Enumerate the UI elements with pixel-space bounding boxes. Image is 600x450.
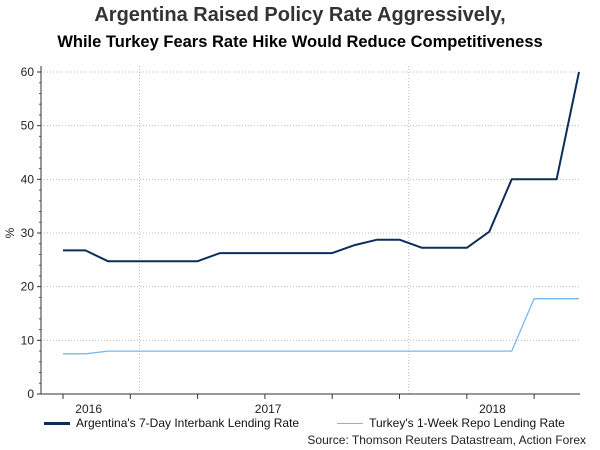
legend-swatch-argentina [44,421,70,425]
y-tick-label: 30 [21,226,35,240]
y-tick-label: 40 [21,172,35,186]
legend-label-turkey: Turkey's 1-Week Repo Lending Rate [369,416,565,430]
y-tick-label: 20 [21,280,35,294]
legend-item-argentina: Argentina's 7-Day Interbank Lending Rate [44,416,299,430]
y-axis-label: % [3,227,17,238]
x-tick-label: 2018 [479,402,506,416]
legend-item-turkey: Turkey's 1-Week Repo Lending Rate [337,416,565,430]
y-tick-label: 10 [21,333,35,347]
legend-swatch-turkey [337,422,364,424]
source-note: Source: Thomson Reuters Datastream, Acti… [307,433,586,447]
y-tick-label: 0 [27,387,34,401]
series-line-argentina [63,71,580,263]
x-tick-label: 2017 [255,402,282,416]
chart-subtitle: While Turkey Fears Rate Hike Would Reduc… [57,33,543,51]
series-line-turkey [63,298,579,355]
legend: Argentina's 7-Day Interbank Lending Rate… [44,416,565,430]
y-tick-label: 60 [21,65,35,79]
y-tick-label: 50 [21,119,35,133]
chart-title: Argentina Raised Policy Rate Aggressivel… [94,4,506,26]
x-tick-label: 2016 [75,402,102,416]
legend-label-argentina: Argentina's 7-Day Interbank Lending Rate [76,416,300,430]
